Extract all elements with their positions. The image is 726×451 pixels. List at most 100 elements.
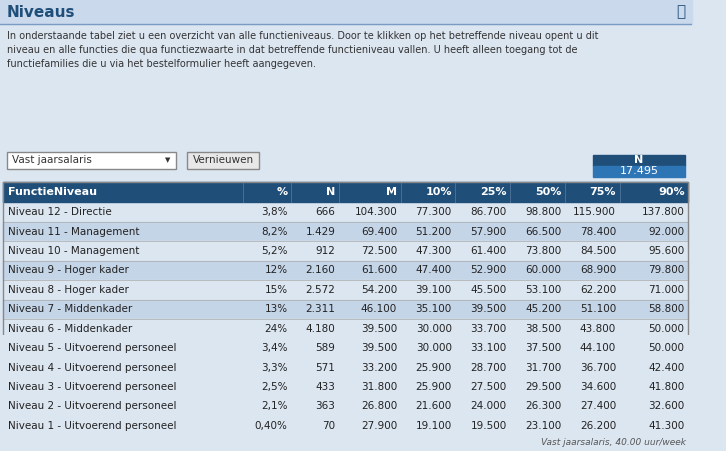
Text: 60.000: 60.000 — [526, 265, 561, 276]
Text: Niveau 5 - Uitvoerend personeel: Niveau 5 - Uitvoerend personeel — [8, 343, 177, 353]
Text: 32.600: 32.600 — [648, 401, 685, 411]
Text: 19.500: 19.500 — [470, 421, 507, 431]
Text: 363: 363 — [316, 401, 335, 411]
Text: Niveau 8 - Hoger kader: Niveau 8 - Hoger kader — [8, 285, 129, 295]
Text: 61.400: 61.400 — [470, 246, 507, 256]
Text: 70: 70 — [322, 421, 335, 431]
Text: 12%: 12% — [264, 265, 287, 276]
Bar — [0, 0, 692, 24]
Text: Niveau 4 - Uitvoerend personeel: Niveau 4 - Uitvoerend personeel — [8, 363, 177, 373]
Text: 41.800: 41.800 — [648, 382, 685, 392]
Text: 68.900: 68.900 — [580, 265, 616, 276]
Text: 62.200: 62.200 — [580, 285, 616, 295]
Text: 50%: 50% — [535, 187, 561, 197]
Text: 50.000: 50.000 — [648, 324, 685, 334]
Text: 78.400: 78.400 — [580, 226, 616, 236]
Text: Niveau 10 - Management: Niveau 10 - Management — [8, 246, 139, 256]
Text: 26.800: 26.800 — [361, 401, 397, 411]
Text: Niveau 7 - Middenkader: Niveau 7 - Middenkader — [8, 304, 133, 314]
Text: 30.000: 30.000 — [416, 324, 452, 334]
FancyBboxPatch shape — [187, 152, 259, 169]
FancyBboxPatch shape — [7, 152, 176, 169]
Text: 104.300: 104.300 — [354, 207, 397, 217]
Text: M: M — [386, 187, 397, 197]
Text: 25%: 25% — [480, 187, 507, 197]
Text: 2,1%: 2,1% — [261, 401, 287, 411]
Bar — [4, 338, 688, 358]
Text: 44.100: 44.100 — [580, 343, 616, 353]
Text: 34.600: 34.600 — [580, 382, 616, 392]
Text: 39.500: 39.500 — [361, 343, 397, 353]
Text: Vernieuwen: Vernieuwen — [192, 156, 253, 166]
Text: 38.500: 38.500 — [525, 324, 561, 334]
Text: 39.500: 39.500 — [361, 324, 397, 334]
Text: 31.700: 31.700 — [525, 363, 561, 373]
Text: 2.160: 2.160 — [306, 265, 335, 276]
Text: 47.300: 47.300 — [415, 246, 452, 256]
Text: 24%: 24% — [264, 324, 287, 334]
Text: 79.800: 79.800 — [648, 265, 685, 276]
Text: 69.400: 69.400 — [361, 226, 397, 236]
Bar — [593, 155, 685, 166]
Text: 47.400: 47.400 — [415, 265, 452, 276]
Text: 15%: 15% — [264, 285, 287, 295]
Text: 71.000: 71.000 — [648, 285, 685, 295]
Text: 46.100: 46.100 — [361, 304, 397, 314]
Text: 13%: 13% — [264, 304, 287, 314]
Text: Vast jaarsalaris: Vast jaarsalaris — [12, 156, 92, 166]
Text: 24.000: 24.000 — [470, 401, 507, 411]
Text: 25.900: 25.900 — [415, 382, 452, 392]
Text: Vast jaarsalaris, 40.00 uur/week: Vast jaarsalaris, 40.00 uur/week — [541, 438, 686, 447]
Text: Niveau 12 - Directie: Niveau 12 - Directie — [8, 207, 112, 217]
Text: 39.100: 39.100 — [415, 285, 452, 295]
Text: 3,3%: 3,3% — [261, 363, 287, 373]
Bar — [4, 202, 688, 222]
Text: 36.700: 36.700 — [580, 363, 616, 373]
Text: 54.200: 54.200 — [361, 285, 397, 295]
Text: 52.900: 52.900 — [470, 265, 507, 276]
Text: 30.000: 30.000 — [416, 343, 452, 353]
Text: FunctieNiveau: FunctieNiveau — [8, 187, 97, 197]
Text: 33.700: 33.700 — [470, 324, 507, 334]
Bar — [4, 241, 688, 261]
Text: 26.300: 26.300 — [525, 401, 561, 411]
Text: 137.800: 137.800 — [642, 207, 685, 217]
Text: 77.300: 77.300 — [415, 207, 452, 217]
Text: 19.100: 19.100 — [415, 421, 452, 431]
Text: 666: 666 — [316, 207, 335, 217]
Text: Niveaus: Niveaus — [7, 5, 76, 19]
Text: Niveau 6 - Middenkader: Niveau 6 - Middenkader — [8, 324, 133, 334]
Bar — [4, 416, 688, 436]
Text: 5,2%: 5,2% — [261, 246, 287, 256]
Text: Niveau 3 - Uitvoerend personeel: Niveau 3 - Uitvoerend personeel — [8, 382, 177, 392]
Text: ▼: ▼ — [166, 157, 171, 163]
Text: N: N — [326, 187, 335, 197]
Text: 98.800: 98.800 — [525, 207, 561, 217]
Text: 86.700: 86.700 — [470, 207, 507, 217]
Text: Niveau 11 - Management: Niveau 11 - Management — [8, 226, 140, 236]
Text: ⎙: ⎙ — [677, 5, 686, 19]
Text: 0,40%: 0,40% — [255, 421, 287, 431]
Bar — [4, 280, 688, 299]
Text: 23.100: 23.100 — [525, 421, 561, 431]
Text: In onderstaande tabel ziet u een overzicht van alle functieniveaus. Door te klik: In onderstaande tabel ziet u een overzic… — [7, 31, 598, 69]
Text: 571: 571 — [316, 363, 335, 373]
Text: 42.400: 42.400 — [648, 363, 685, 373]
Text: 31.800: 31.800 — [361, 382, 397, 392]
Text: 45.200: 45.200 — [525, 304, 561, 314]
Text: 35.100: 35.100 — [415, 304, 452, 314]
Bar — [4, 182, 688, 436]
Bar — [4, 182, 688, 202]
Text: 33.200: 33.200 — [361, 363, 397, 373]
Text: Niveau 9 - Hoger kader: Niveau 9 - Hoger kader — [8, 265, 129, 276]
Text: 58.800: 58.800 — [648, 304, 685, 314]
Text: 39.500: 39.500 — [470, 304, 507, 314]
Text: 21.600: 21.600 — [415, 401, 452, 411]
Bar — [4, 397, 688, 416]
Text: 3,8%: 3,8% — [261, 207, 287, 217]
Text: 2,5%: 2,5% — [261, 382, 287, 392]
Text: 589: 589 — [316, 343, 335, 353]
Bar — [4, 358, 688, 377]
Text: 10%: 10% — [425, 187, 452, 197]
Text: Niveau 2 - Uitvoerend personeel: Niveau 2 - Uitvoerend personeel — [8, 401, 177, 411]
